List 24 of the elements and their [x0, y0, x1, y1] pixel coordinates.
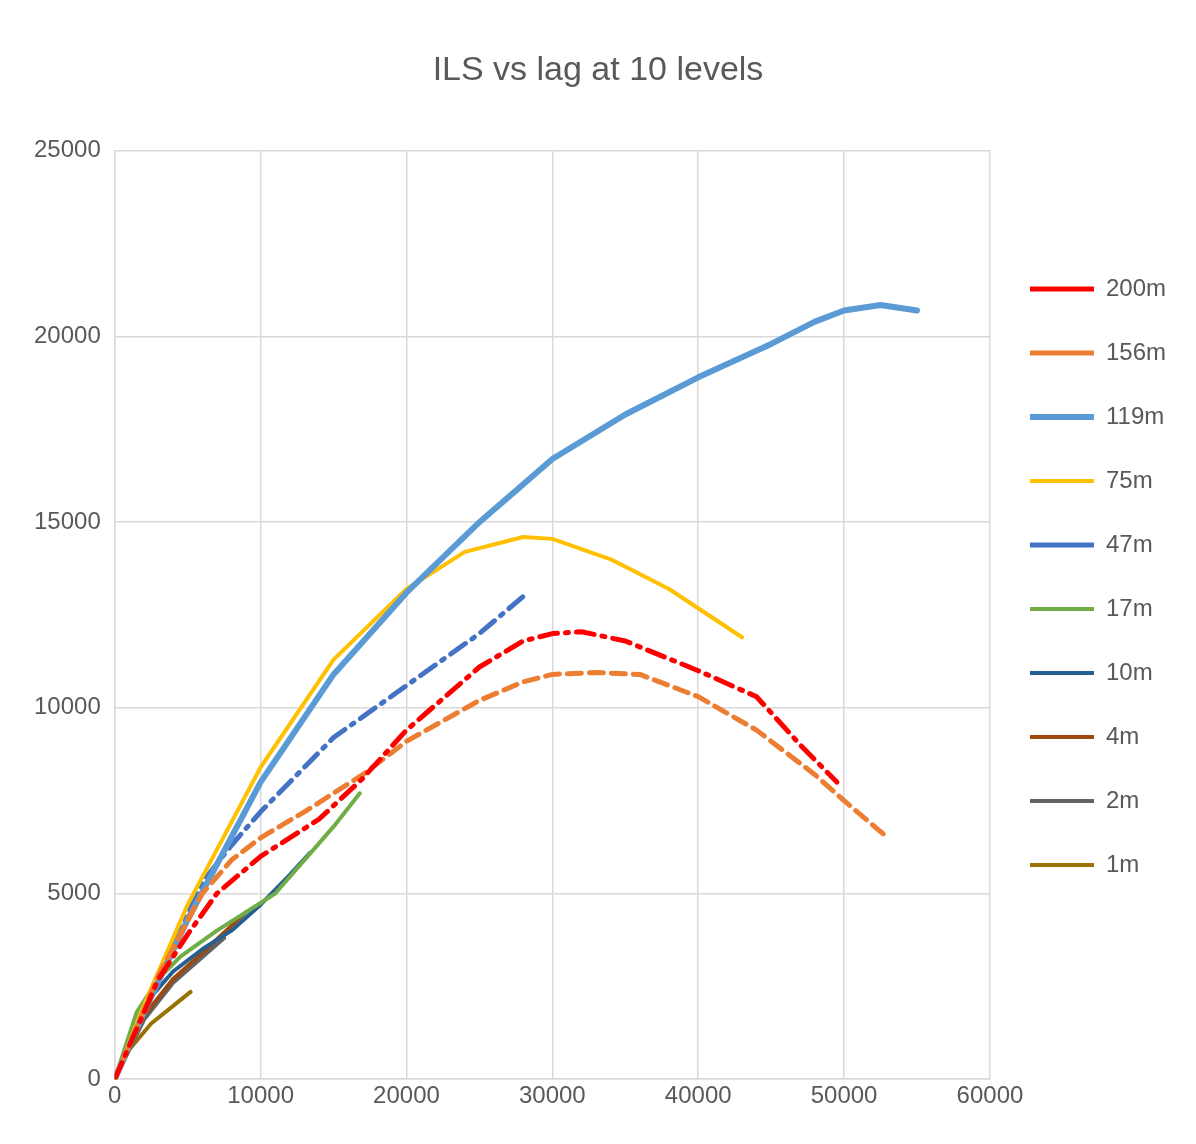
y-tick-label: 5000: [47, 878, 101, 906]
y-tick-label: 10000: [33, 692, 101, 720]
y-tick-label: 15000: [33, 506, 101, 534]
x-tick-label: 40000: [664, 1081, 732, 1109]
x-tick-label: 10000: [227, 1081, 294, 1109]
chart-title: ILS vs lag at 10 levels: [432, 48, 764, 87]
legend-label: 119m: [1105, 401, 1165, 429]
legend-label: 10m: [1105, 657, 1153, 685]
legend-label: 2m: [1105, 785, 1140, 813]
x-tick-label: 0: [108, 1081, 122, 1109]
x-tick-label: 20000: [373, 1081, 440, 1109]
legend-label: 17m: [1105, 593, 1153, 621]
legend-label: 75m: [1105, 465, 1153, 493]
legend-label: 1m: [1105, 849, 1140, 877]
x-tick-label: 50000: [810, 1081, 878, 1109]
legend-label: 156m: [1105, 337, 1167, 365]
legend-label: 200m: [1105, 273, 1167, 301]
legend-label: 47m: [1105, 529, 1153, 557]
y-tick-label: 0: [87, 1063, 101, 1091]
x-tick-label: 60000: [956, 1081, 1024, 1109]
legend-label: 4m: [1105, 721, 1140, 749]
x-tick-label: 30000: [518, 1081, 586, 1109]
y-tick-label: 20000: [33, 321, 101, 349]
y-tick-label: 25000: [33, 135, 101, 163]
